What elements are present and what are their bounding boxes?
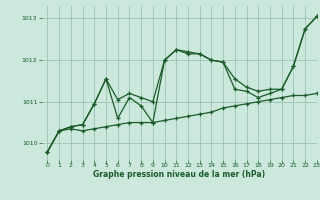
X-axis label: Graphe pression niveau de la mer (hPa): Graphe pression niveau de la mer (hPa) bbox=[93, 170, 265, 179]
